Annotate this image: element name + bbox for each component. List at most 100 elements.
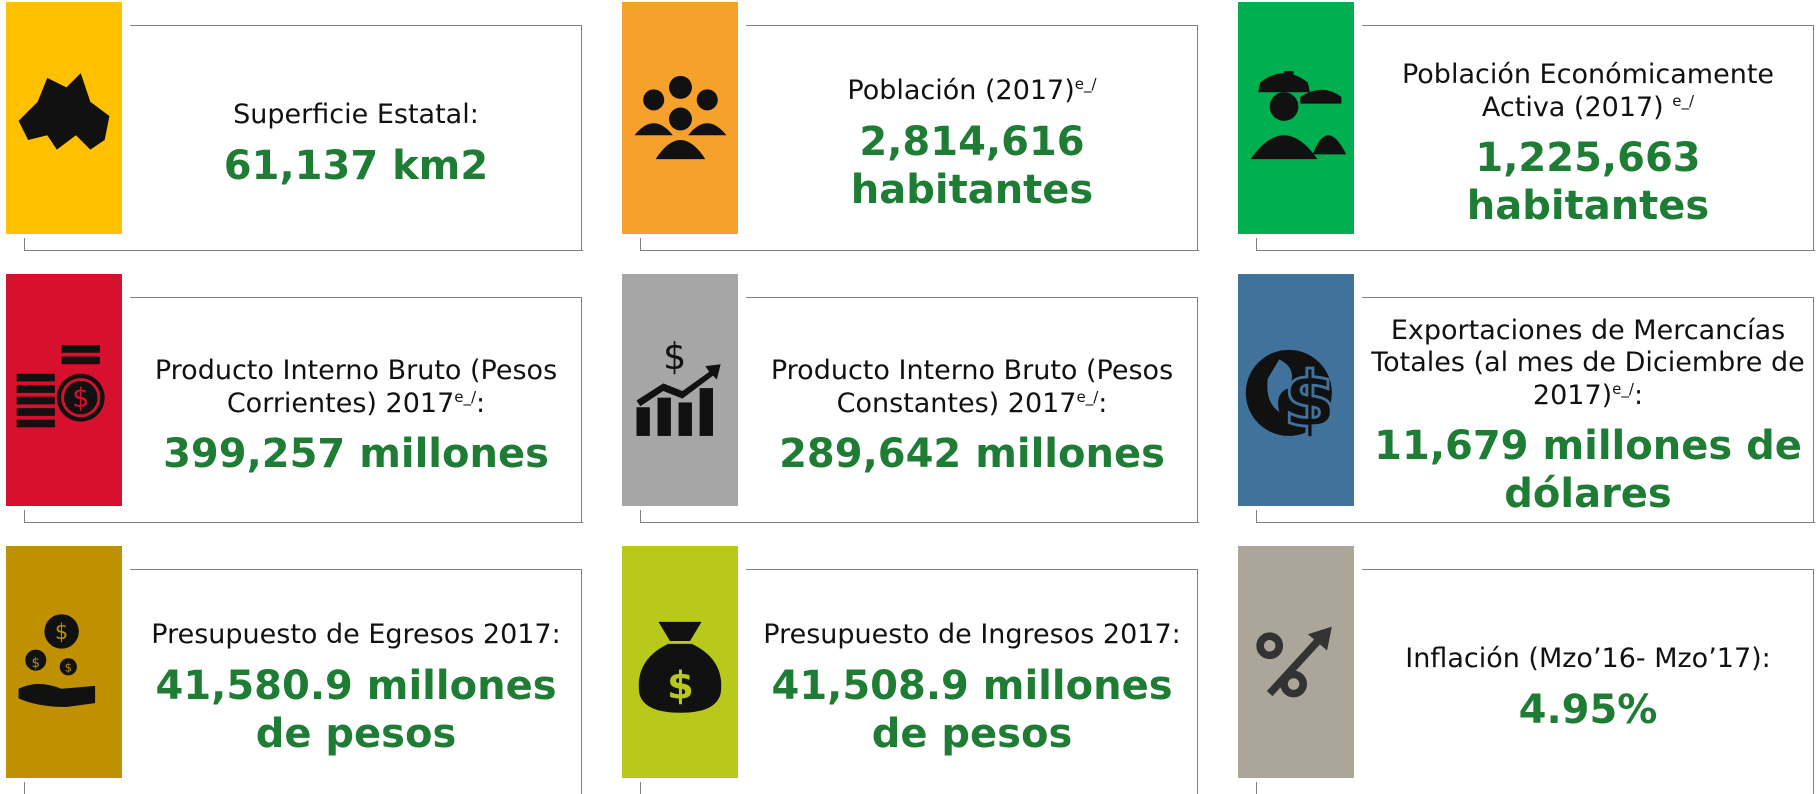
frame-bottom bbox=[24, 522, 583, 523]
icon-tile: $ bbox=[622, 274, 738, 506]
card-content: Producto Interno Bruto (Pesos Corrientes… bbox=[134, 314, 578, 519]
card-value: 399,257 millones bbox=[163, 430, 549, 477]
frame-tick bbox=[640, 782, 641, 794]
label-text: Población (2017) bbox=[847, 75, 1075, 107]
label-note: e_/ bbox=[1672, 91, 1695, 110]
card-value: 41,580.9 millones de pesos bbox=[155, 662, 557, 757]
card-label: Población (2017)e_/ bbox=[847, 75, 1096, 107]
label-note: e_/ bbox=[1612, 379, 1634, 398]
frame-tick bbox=[24, 238, 25, 250]
label-end: : bbox=[476, 387, 486, 419]
frame bbox=[1362, 569, 1814, 794]
frame-tick bbox=[640, 510, 641, 522]
card-label: Exportaciones de Mercancías Totales (al … bbox=[1366, 315, 1810, 412]
icon-tile bbox=[6, 2, 122, 234]
frame bbox=[130, 25, 582, 251]
card-value: 1,225,663 habitantes bbox=[1466, 134, 1710, 229]
card-content: Población Económicamente Activa (2017) e… bbox=[1366, 42, 1810, 247]
frame bbox=[130, 569, 582, 794]
card-content: Presupuesto de Egresos 2017: 41,580.9 mil… bbox=[134, 586, 578, 791]
card-content: Exportaciones de Mercancías Totales (al … bbox=[1366, 314, 1810, 519]
info-card: Inflación (Mzo’16- Mzo’17): 4.95% bbox=[1238, 546, 1819, 794]
label-text: Superficie Estatal: bbox=[233, 99, 479, 131]
icon bbox=[1250, 70, 1347, 159]
frame-tick bbox=[1256, 782, 1257, 794]
frame-bottom bbox=[24, 250, 583, 251]
label-text: Producto Interno Bruto (Pesos Constantes… bbox=[770, 355, 1174, 419]
card-label: Presupuesto de Ingresos 2017: bbox=[763, 619, 1180, 651]
frame bbox=[1362, 297, 1814, 523]
card-content: Presupuesto de Ingresos 2017: 41,508.9 mi… bbox=[750, 586, 1194, 791]
frame-bottom bbox=[640, 250, 1199, 251]
frame-tick bbox=[640, 238, 641, 250]
icon-tile: $ bbox=[622, 546, 738, 778]
card-content: Población (2017)e_/ 2,814,616 habitantes bbox=[750, 42, 1194, 247]
label-note: e_/ bbox=[454, 387, 477, 406]
icon: $ bbox=[638, 621, 722, 713]
info-card: Superficie Estatal: 61,137 km2 bbox=[6, 2, 606, 252]
info-card: Población Económicamente Activa (2017) e… bbox=[1238, 2, 1819, 252]
label-text: Inflación (Mzo’16- Mzo’17): bbox=[1405, 643, 1771, 675]
icon: $ bbox=[636, 334, 721, 436]
svg-text:$: $ bbox=[72, 383, 89, 414]
card-label: Presupuesto de Egresos 2017: bbox=[151, 619, 560, 651]
frame-bottom bbox=[640, 522, 1199, 523]
frame-bottom bbox=[1256, 250, 1815, 251]
info-card: $ Presupuesto de Ingresos 2017: 41,508.9 m… bbox=[622, 546, 1222, 794]
icon-tile: $ $ $ bbox=[6, 546, 122, 778]
label-end: : bbox=[1633, 379, 1644, 411]
card-value: 2,814,616 habitantes bbox=[850, 118, 1094, 213]
icon bbox=[1256, 626, 1332, 697]
label-text: Producto Interno Bruto (Pesos Corrientes… bbox=[154, 355, 558, 419]
info-card: $ Producto Interno Bruto (Pesos Corriente… bbox=[6, 274, 606, 524]
frame-tick bbox=[1256, 510, 1257, 522]
frame-tick bbox=[24, 782, 25, 794]
label-text: Presupuesto de Ingresos 2017: bbox=[763, 619, 1181, 651]
card-value: 61,137 km2 bbox=[223, 142, 489, 189]
frame bbox=[746, 569, 1198, 794]
card-value: 4.95% bbox=[1518, 686, 1658, 733]
frame bbox=[1362, 25, 1814, 251]
info-card: $ Producto Interno Bruto (Pesos Constante… bbox=[622, 274, 1222, 524]
card-value: 289,642 millones bbox=[779, 430, 1165, 477]
info-card: $ $ $ Presupuesto de Egresos 2017: 41,580.9 … bbox=[6, 546, 606, 794]
icon-tile bbox=[622, 2, 738, 234]
label-note: e_/ bbox=[1076, 387, 1099, 406]
label-text: Población Económicamente Activa (2017) bbox=[1401, 59, 1775, 123]
icon-tile: $ bbox=[6, 274, 122, 506]
svg-text:$: $ bbox=[65, 660, 72, 674]
svg-text:$: $ bbox=[1283, 356, 1336, 445]
frame-bottom bbox=[1256, 522, 1815, 523]
label-end: : bbox=[1098, 387, 1108, 419]
card-label: Superficie Estatal: bbox=[233, 99, 479, 131]
label-text: Exportaciones de Mercancías Totales (al … bbox=[1371, 314, 1805, 411]
frame bbox=[746, 297, 1198, 523]
card-content: Inflación (Mzo’16- Mzo’17): 4.95% bbox=[1366, 586, 1810, 791]
svg-text:$: $ bbox=[667, 663, 694, 708]
frame-tick bbox=[1256, 238, 1257, 250]
icon-tile bbox=[1238, 546, 1354, 778]
icon: $ bbox=[16, 344, 105, 427]
label-text: Presupuesto de Egresos 2017: bbox=[151, 619, 561, 651]
icon: $ $ $ bbox=[18, 613, 96, 707]
frame bbox=[130, 297, 582, 523]
frame-tick bbox=[24, 510, 25, 522]
icon bbox=[18, 72, 110, 150]
card-content: Producto Interno Bruto (Pesos Constantes… bbox=[750, 314, 1194, 519]
frame bbox=[746, 25, 1198, 251]
label-note: e_/ bbox=[1074, 75, 1097, 94]
card-label: Producto Interno Bruto (Pesos Corrientes… bbox=[134, 355, 578, 420]
info-card: Población (2017)e_/ 2,814,616 habitantes bbox=[622, 2, 1222, 252]
card-label: Población Económicamente Activa (2017) e… bbox=[1366, 59, 1810, 124]
svg-text:$: $ bbox=[55, 619, 68, 644]
icon: $ bbox=[1245, 349, 1338, 446]
icon-tile: $ bbox=[1238, 274, 1354, 506]
icon-tile bbox=[1238, 2, 1354, 234]
svg-text:$: $ bbox=[32, 655, 41, 670]
card-value: 41,508.9 millones de pesos bbox=[771, 662, 1173, 757]
info-card: $ Exportaciones de Mercancías Totales (al… bbox=[1238, 274, 1819, 524]
card-label: Inflación (Mzo’16- Mzo’17): bbox=[1405, 643, 1771, 675]
card-label: Producto Interno Bruto (Pesos Constantes… bbox=[750, 355, 1194, 420]
svg-text:$: $ bbox=[663, 334, 686, 377]
